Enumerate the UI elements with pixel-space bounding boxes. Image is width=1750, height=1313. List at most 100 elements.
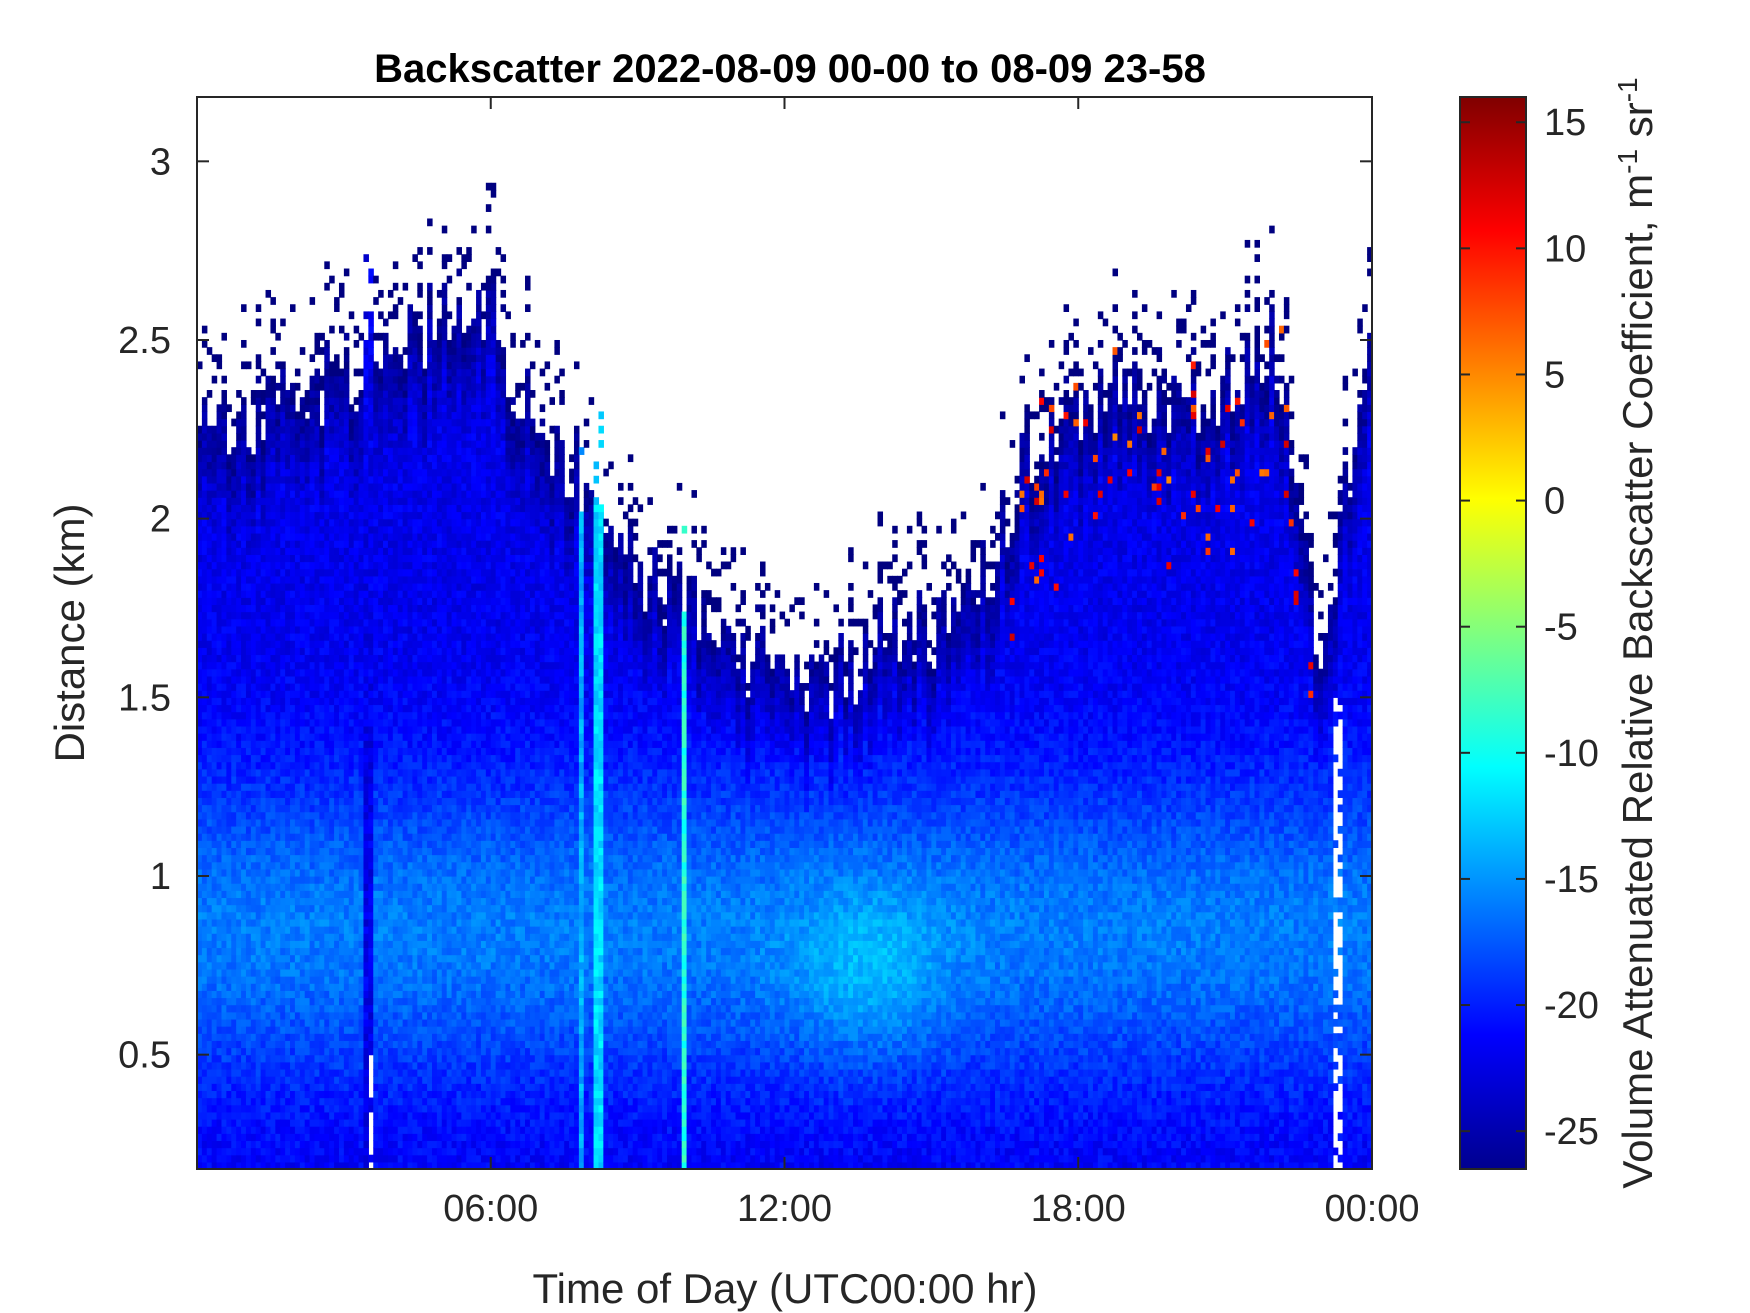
heatmap-cell <box>295 612 301 620</box>
heatmap-cell <box>251 805 257 813</box>
heatmap-cell <box>261 812 267 820</box>
heatmap-cell <box>305 440 311 448</box>
heatmap-cell <box>221 519 227 527</box>
heatmap-cell <box>217 654 223 662</box>
heatmap-cell <box>378 311 384 319</box>
heatmap-cell <box>290 726 296 734</box>
heatmap-cell <box>231 604 237 612</box>
heatmap-cell <box>275 947 281 955</box>
heatmap-cell <box>393 540 399 548</box>
heatmap-cell <box>339 1148 345 1156</box>
heatmap-cell <box>368 826 374 834</box>
heatmap-cell <box>319 812 325 820</box>
heatmap-cell <box>378 1019 384 1027</box>
heatmap-cell <box>319 383 325 391</box>
heatmap-cell <box>256 840 262 848</box>
heatmap-cell <box>393 976 399 984</box>
heatmap-cell <box>280 369 286 377</box>
heatmap-cell <box>398 447 404 455</box>
heatmap-cell <box>236 1069 242 1077</box>
heatmap-cell <box>241 726 247 734</box>
heatmap-cell <box>295 719 301 727</box>
heatmap-cell <box>344 704 350 712</box>
heatmap-cell <box>383 1133 389 1141</box>
heatmap-cell <box>270 461 276 469</box>
heatmap-cell <box>300 1105 306 1113</box>
heatmap-cell <box>231 847 237 855</box>
heatmap-cell <box>398 833 404 841</box>
heatmap-cell <box>344 1019 350 1027</box>
heatmap-cell <box>403 976 409 984</box>
heatmap-cell <box>310 1005 316 1013</box>
heatmap-cell <box>344 1133 350 1141</box>
heatmap-cell <box>324 369 330 377</box>
heatmap-cell <box>236 862 242 870</box>
heatmap-cell <box>251 740 257 748</box>
heatmap-cell <box>266 554 272 562</box>
heatmap-cell <box>408 526 414 534</box>
heatmap-cell <box>378 504 384 512</box>
heatmap-cell <box>403 676 409 684</box>
heatmap-cell <box>231 733 237 741</box>
heatmap-cell <box>339 1119 345 1127</box>
heatmap-cell <box>373 1083 379 1091</box>
heatmap-cell <box>285 704 291 712</box>
heatmap-cell <box>241 662 247 670</box>
heatmap-cell <box>359 962 365 970</box>
heatmap-cell <box>246 869 252 877</box>
heatmap-cell <box>310 540 316 548</box>
heatmap-cell <box>329 790 335 798</box>
heatmap-cell <box>305 747 311 755</box>
heatmap-cell <box>339 461 345 469</box>
heatmap-cell <box>310 411 316 419</box>
heatmap-cell <box>300 1119 306 1127</box>
heatmap-cell <box>266 1076 272 1084</box>
heatmap-cell <box>310 1012 316 1020</box>
heatmap-cell <box>319 797 325 805</box>
heatmap-cell <box>246 454 252 462</box>
heatmap-cell <box>315 969 321 977</box>
heatmap-cell <box>231 897 237 905</box>
heatmap-cell <box>315 926 321 934</box>
heatmap-cell <box>305 1155 311 1163</box>
heatmap-cell <box>383 1055 389 1063</box>
heatmap-cell <box>373 476 379 484</box>
heatmap-cell <box>349 404 355 412</box>
heatmap-cell <box>329 1069 335 1077</box>
heatmap-cell <box>344 383 350 391</box>
heatmap-cell <box>339 490 345 498</box>
heatmap-cell <box>226 1155 232 1163</box>
heatmap-cell <box>231 454 237 462</box>
heatmap-cell <box>398 912 404 920</box>
heatmap-cell <box>285 540 291 548</box>
heatmap-cell <box>412 504 418 512</box>
heatmap-cell <box>368 404 374 412</box>
heatmap-cell <box>349 969 355 977</box>
heatmap-cell <box>315 626 321 634</box>
heatmap-cell <box>315 783 321 791</box>
heatmap-cell <box>300 633 306 641</box>
heatmap-cell <box>217 633 223 641</box>
heatmap-cell <box>378 826 384 834</box>
heatmap-cell <box>393 719 399 727</box>
heatmap-cell <box>310 969 316 977</box>
heatmap-cell <box>280 647 286 655</box>
heatmap-cell <box>256 776 262 784</box>
heatmap-cell <box>300 426 306 434</box>
heatmap-cell <box>236 533 242 541</box>
heatmap-cell <box>280 411 286 419</box>
heatmap-cell <box>349 826 355 834</box>
heatmap-cell <box>261 640 267 648</box>
heatmap-cell <box>408 361 414 369</box>
heatmap-cell <box>368 554 374 562</box>
heatmap-cell <box>408 447 414 455</box>
heatmap-cell <box>329 411 335 419</box>
heatmap-cell <box>231 1140 237 1148</box>
heatmap-cell <box>412 476 418 484</box>
heatmap-cell <box>383 647 389 655</box>
heatmap-cell <box>368 276 374 284</box>
heatmap-cell <box>378 776 384 784</box>
heatmap-cell <box>334 554 340 562</box>
heatmap-cell <box>344 1090 350 1098</box>
heatmap-cell <box>305 1012 311 1020</box>
